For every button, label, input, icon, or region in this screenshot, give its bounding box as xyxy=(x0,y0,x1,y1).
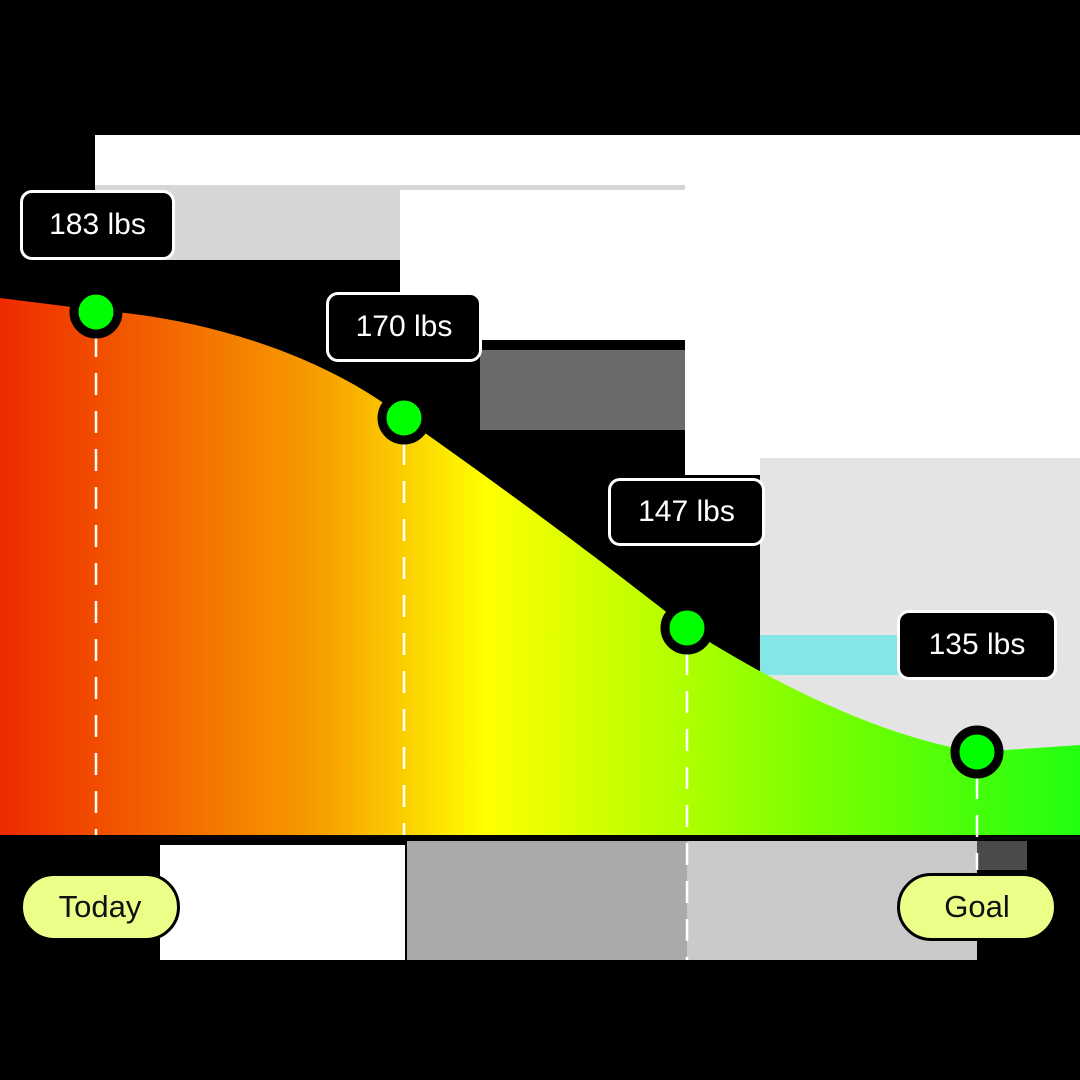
goal-label: Goal xyxy=(897,873,1057,941)
background-block xyxy=(480,350,685,430)
data-markers xyxy=(69,285,1004,779)
value-tooltip-183: 183 lbs xyxy=(20,190,175,260)
today-text: Today xyxy=(58,889,142,924)
tooltip-text: 147 lbs xyxy=(638,495,735,528)
tooltip-text: 183 lbs xyxy=(49,208,146,241)
tooltip-text: 135 lbs xyxy=(928,628,1026,661)
today-label: Today xyxy=(20,873,180,941)
background-block xyxy=(95,135,1080,185)
marker-3[interactable] xyxy=(950,725,1004,779)
value-tooltip-147: 147 lbs xyxy=(608,478,765,546)
marker-0[interactable] xyxy=(69,285,123,339)
value-tooltip-135: 135 lbs xyxy=(897,610,1057,680)
marker-2[interactable] xyxy=(660,601,714,655)
background-block xyxy=(407,840,687,960)
background-block xyxy=(760,635,910,675)
area-fill xyxy=(0,298,1080,835)
goal-text: Goal xyxy=(944,889,1010,924)
background-block xyxy=(977,840,1027,870)
marker-1[interactable] xyxy=(377,391,431,445)
value-tooltip-170: 170 lbs xyxy=(326,292,482,362)
tooltip-text: 170 lbs xyxy=(355,310,453,343)
background-block xyxy=(685,185,1080,475)
guide-lines xyxy=(94,335,979,960)
background-block xyxy=(160,845,405,960)
